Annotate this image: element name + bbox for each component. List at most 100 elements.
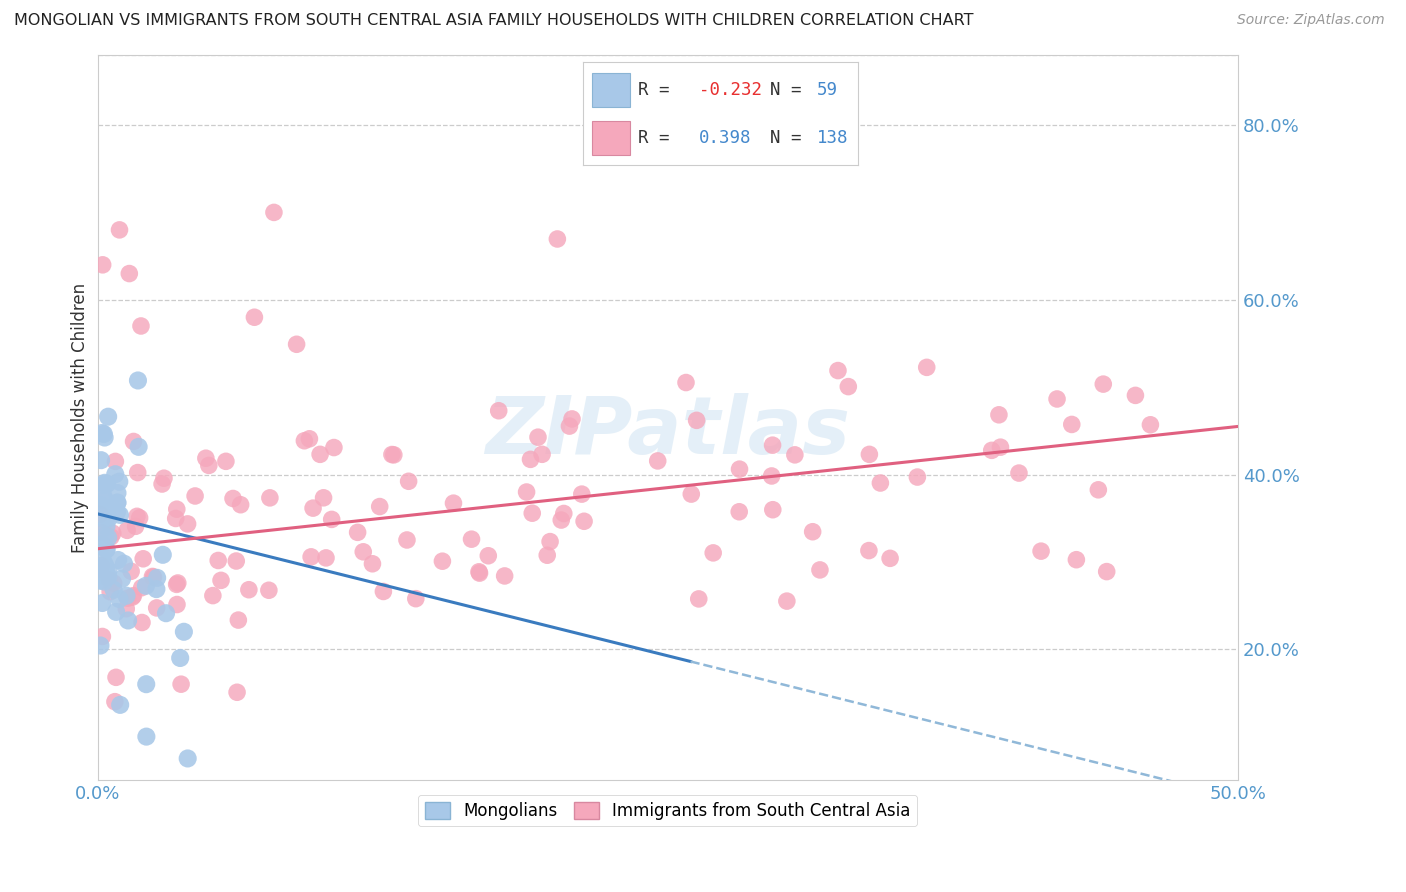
Point: [688, 591, 710, 606]
Point: [105, 605, 128, 619]
Point: [120, 564, 142, 578]
Text: 59: 59: [817, 80, 838, 99]
Point: [382, 448, 405, 462]
Point: [100, 530, 122, 544]
Point: [135, 730, 157, 744]
Point: [228, 613, 250, 627]
Point: [776, 594, 799, 608]
Point: [980, 443, 1002, 458]
Point: [432, 554, 454, 568]
Point: [111, 572, 134, 586]
Point: [90, 537, 112, 551]
Point: [107, 496, 129, 510]
Point: [153, 471, 176, 485]
Point: [91, 489, 114, 503]
Point: [129, 318, 152, 333]
Point: [115, 601, 138, 615]
Point: [858, 543, 880, 558]
Point: [468, 566, 491, 581]
Point: [321, 512, 343, 526]
Point: [1087, 483, 1109, 497]
Point: [647, 454, 669, 468]
Point: [285, 337, 308, 351]
Point: [97, 564, 120, 578]
Point: [122, 589, 145, 603]
Point: [94, 475, 117, 490]
Point: [89, 508, 111, 522]
Point: [155, 606, 177, 620]
Text: Source: ZipAtlas.com: Source: ZipAtlas.com: [1237, 13, 1385, 28]
Point: [169, 651, 191, 665]
Point: [1139, 417, 1161, 432]
Point: [702, 546, 724, 560]
Point: [166, 598, 188, 612]
Point: [837, 379, 859, 393]
Point: [398, 475, 420, 489]
Point: [103, 576, 125, 591]
Point: [146, 571, 169, 585]
Point: [170, 677, 193, 691]
Point: [257, 583, 280, 598]
Point: [90, 558, 112, 573]
Point: [1125, 388, 1147, 402]
Point: [93, 431, 115, 445]
Point: [761, 438, 783, 452]
Point: [91, 630, 114, 644]
Point: [128, 511, 150, 525]
Point: [443, 496, 465, 510]
Point: [685, 413, 707, 427]
Point: [103, 582, 125, 597]
Point: [108, 592, 131, 607]
Point: [516, 485, 538, 500]
Point: [132, 551, 155, 566]
Point: [166, 576, 188, 591]
Point: [531, 447, 554, 461]
Point: [89, 639, 111, 653]
Point: [905, 470, 928, 484]
Point: [104, 467, 127, 482]
Point: [550, 513, 572, 527]
Point: [90, 498, 112, 512]
Point: [352, 545, 374, 559]
Point: [1066, 552, 1088, 566]
Point: [165, 511, 187, 525]
Point: [395, 533, 418, 547]
Bar: [592, 121, 630, 155]
Point: [215, 454, 238, 468]
Point: [91, 258, 114, 272]
Point: [89, 574, 111, 588]
Point: [125, 509, 148, 524]
Point: [302, 501, 325, 516]
Point: [135, 579, 157, 593]
Point: [94, 558, 117, 572]
Point: [124, 519, 146, 533]
Point: [312, 491, 335, 505]
Point: [827, 363, 849, 377]
Point: [536, 548, 558, 562]
Point: [108, 223, 131, 237]
Point: [97, 511, 120, 525]
Point: [142, 570, 165, 584]
Point: [93, 492, 115, 507]
Point: [571, 487, 593, 501]
Point: [309, 447, 332, 461]
Point: [93, 574, 115, 589]
Point: [1046, 392, 1069, 406]
Point: [97, 409, 120, 424]
Point: [98, 573, 121, 587]
Point: [97, 570, 120, 584]
Point: [96, 501, 118, 516]
Point: [105, 496, 128, 510]
Point: [115, 524, 138, 538]
Point: [198, 458, 221, 473]
Point: [229, 498, 252, 512]
Point: [207, 553, 229, 567]
Point: [184, 489, 207, 503]
Point: [858, 447, 880, 461]
Point: [323, 441, 346, 455]
Point: [263, 205, 285, 219]
Point: [477, 549, 499, 563]
Point: [381, 448, 404, 462]
Point: [93, 427, 115, 442]
Point: [762, 502, 785, 516]
